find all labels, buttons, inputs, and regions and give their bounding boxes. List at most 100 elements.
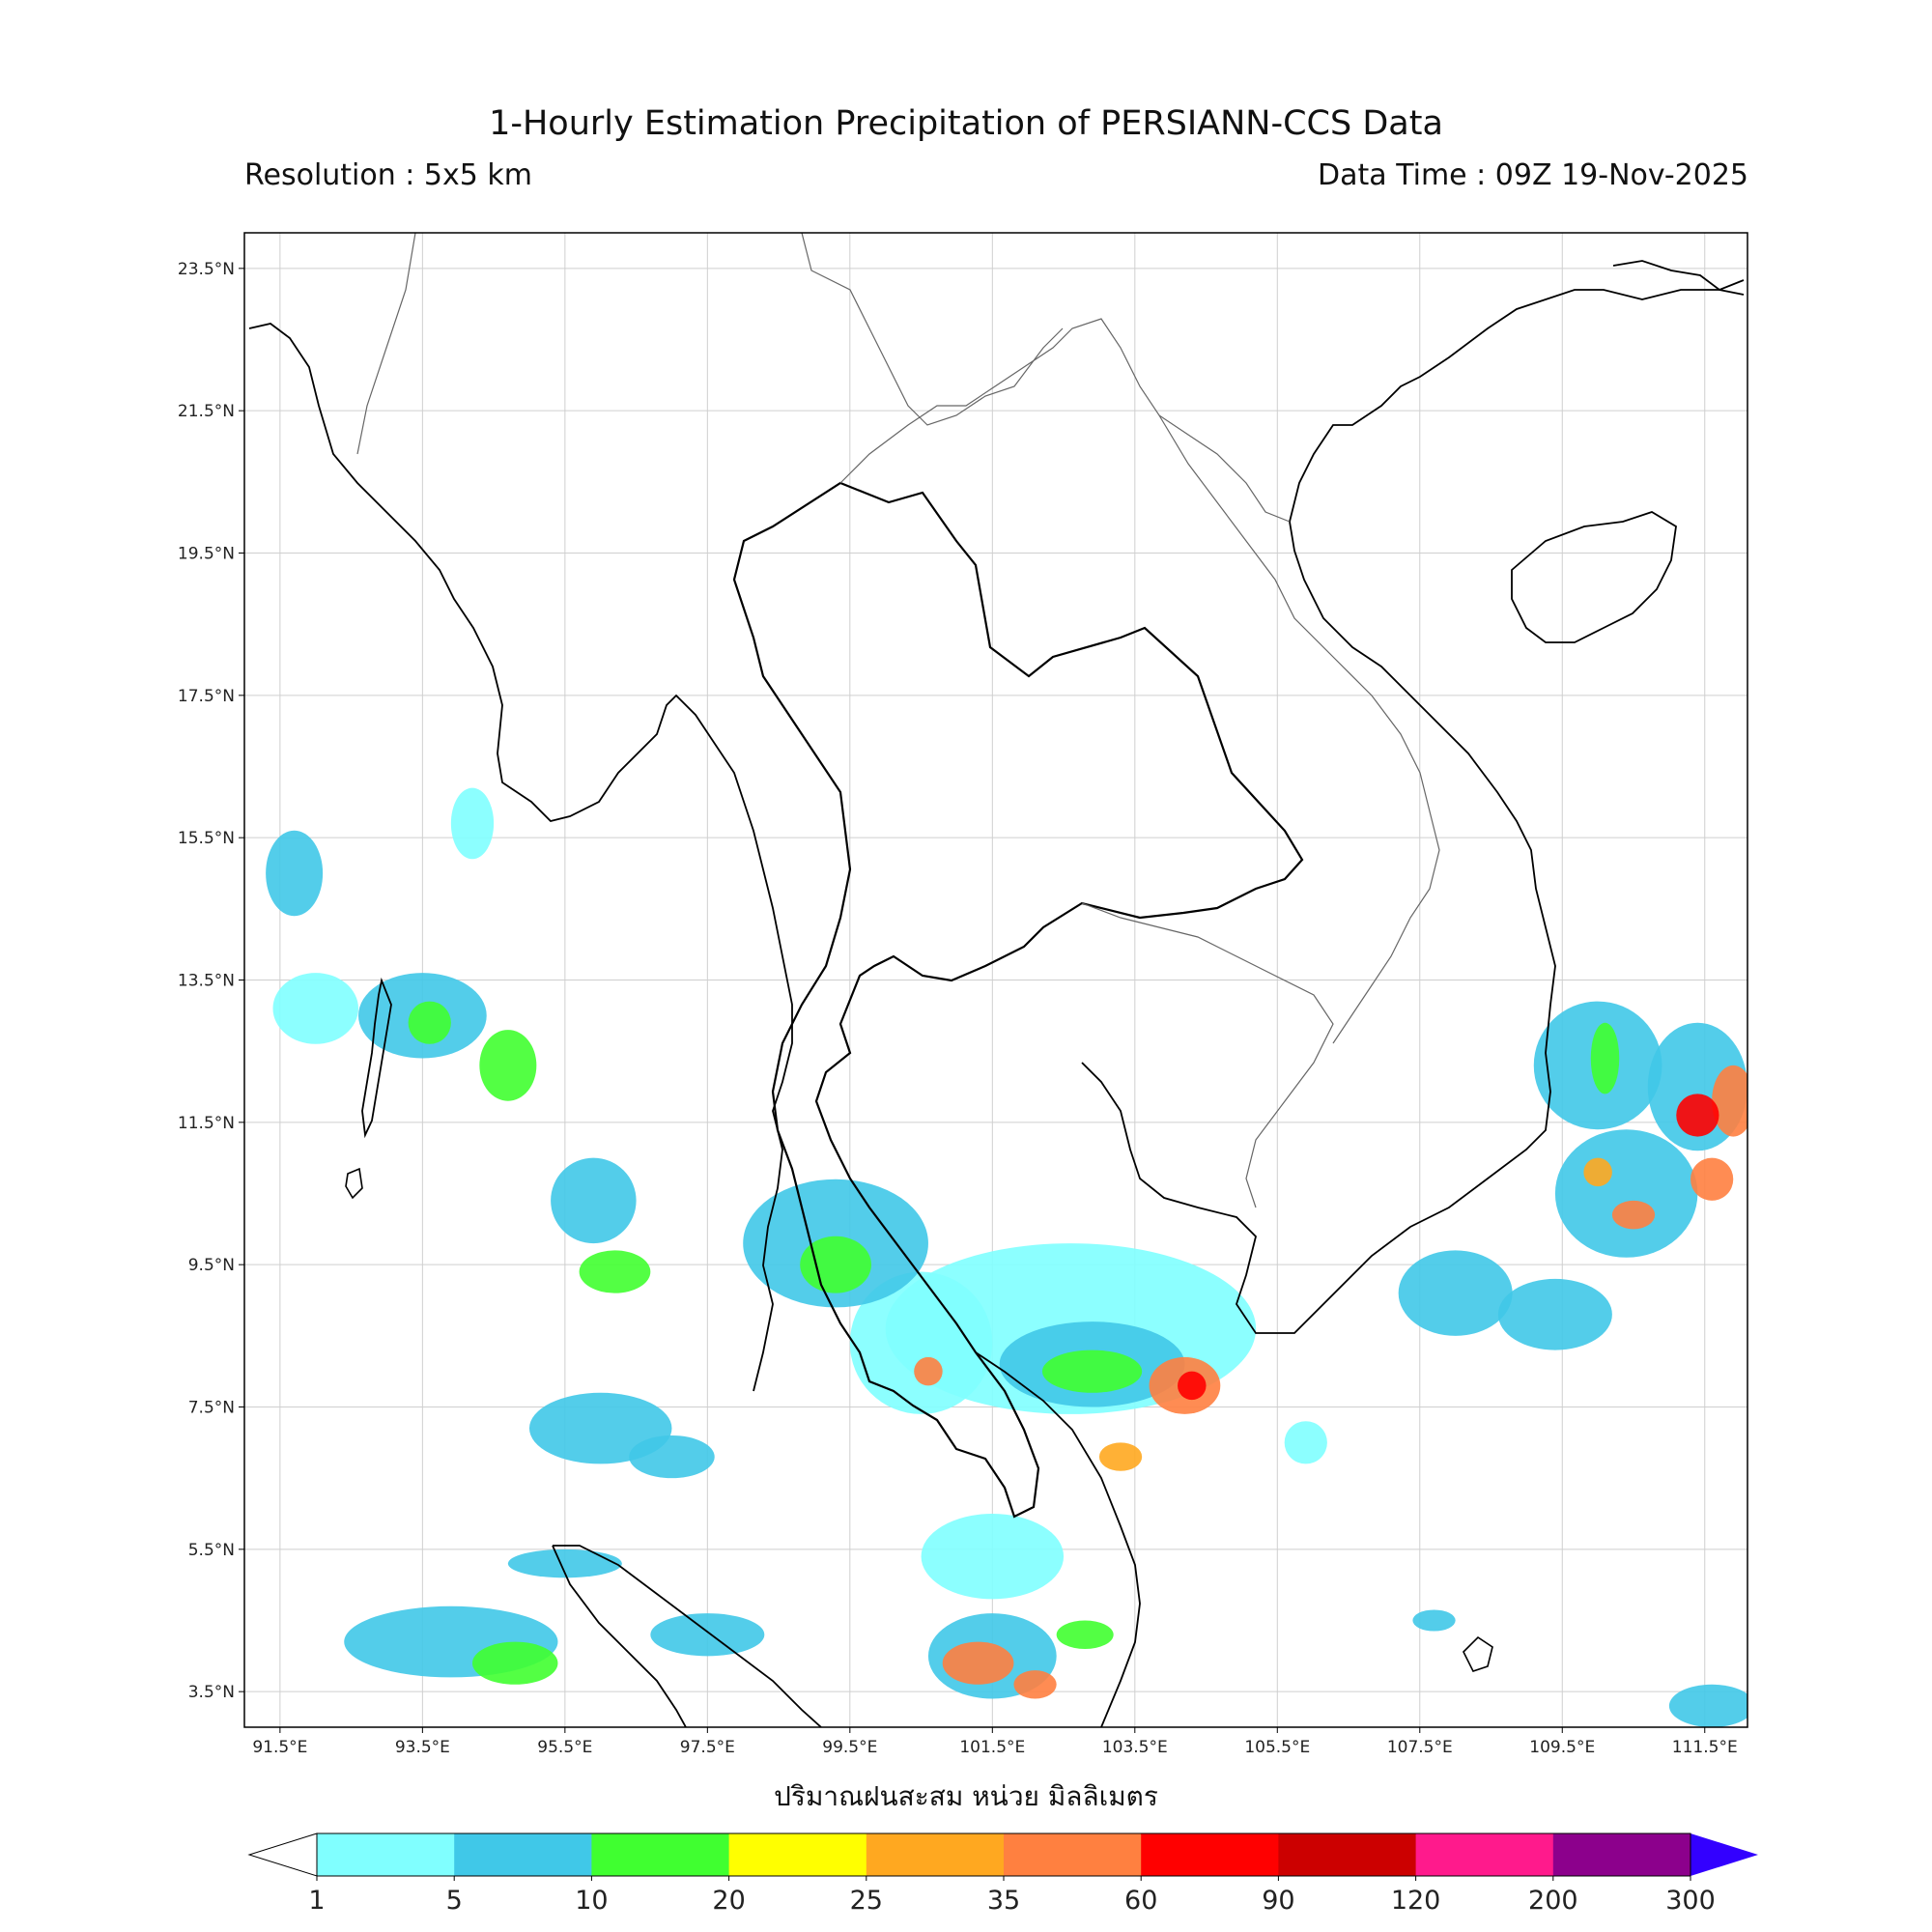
rain-cell bbox=[1412, 1609, 1456, 1632]
y-tick-label: 3.5°N bbox=[188, 1683, 235, 1702]
coastline-layer bbox=[248, 233, 1745, 1727]
rain-cell bbox=[1284, 1421, 1327, 1464]
colorbar-extend-low bbox=[247, 1833, 318, 1877]
rain-cell bbox=[1178, 1371, 1207, 1401]
rain-cell bbox=[1041, 1350, 1143, 1393]
rain-cell bbox=[450, 787, 495, 860]
rain-cell bbox=[1611, 1200, 1656, 1230]
andaman-islands bbox=[361, 977, 392, 1139]
colorbar-label: 200 bbox=[1528, 1886, 1578, 1916]
laos-border bbox=[839, 318, 1291, 523]
rain-cell bbox=[551, 1157, 637, 1244]
colorbar-label: 300 bbox=[1665, 1886, 1716, 1916]
y-tick-label: 23.5°N bbox=[178, 260, 235, 279]
x-tick-label: 105.5°E bbox=[1244, 1738, 1310, 1757]
x-tick-label: 99.5°E bbox=[822, 1738, 877, 1757]
rain-cell bbox=[1013, 1670, 1057, 1699]
y-tick-label: 13.5°N bbox=[178, 972, 235, 991]
y-tick-label: 17.5°N bbox=[178, 687, 235, 706]
hainan-island bbox=[1511, 511, 1677, 643]
rain-cell bbox=[1398, 1250, 1513, 1336]
axis-ticks: 91.5°E 93.5°E 95.5°E 97.5°E 99.5°E 101.5°E 103… bbox=[178, 260, 1738, 1757]
rain-cell bbox=[408, 1001, 451, 1044]
rain-cell bbox=[914, 1356, 943, 1386]
y-tick-label: 9.5°N bbox=[188, 1256, 235, 1275]
rain-cell bbox=[800, 1236, 871, 1293]
myanmar-coast bbox=[248, 323, 793, 1392]
rain-cell bbox=[1554, 1129, 1698, 1258]
y-tick-label: 11.5°N bbox=[178, 1114, 235, 1133]
colorbar-segment bbox=[1552, 1833, 1691, 1876]
colorbar-label: 120 bbox=[1391, 1886, 1441, 1916]
rain-cell bbox=[507, 1548, 622, 1578]
rain-cell bbox=[1098, 1442, 1143, 1471]
colorbar-segment bbox=[454, 1833, 592, 1876]
colorbar-label: 35 bbox=[987, 1886, 1020, 1916]
colorbar-segment bbox=[317, 1833, 455, 1876]
rain-cell bbox=[1676, 1094, 1719, 1137]
x-tick-label: 109.5°E bbox=[1529, 1738, 1595, 1757]
data-time-text: Data Time : 09Z 19-Nov-2025 bbox=[1318, 158, 1748, 192]
rain-cell bbox=[272, 973, 358, 1044]
cambodia-border bbox=[1081, 902, 1334, 1208]
colorbar-segment bbox=[1415, 1833, 1554, 1876]
x-tick-label: 93.5°E bbox=[395, 1738, 450, 1757]
x-tick-label: 91.5°E bbox=[252, 1738, 307, 1757]
rain-cell bbox=[650, 1613, 765, 1657]
myanmar-china-border bbox=[356, 233, 1064, 455]
vietnam-north-coast bbox=[1289, 279, 1745, 523]
x-tick-label: 103.5°E bbox=[1102, 1738, 1168, 1757]
malaysia-coast bbox=[975, 1351, 1141, 1727]
colorbar-segment bbox=[591, 1833, 730, 1876]
colorbar: 1 5 10 20 25 35 60 90 120 200 300 bbox=[247, 1833, 1758, 1916]
rain-cell bbox=[1583, 1157, 1612, 1187]
rain-cell bbox=[579, 1250, 651, 1293]
rain-cell bbox=[266, 830, 324, 917]
rain-cell bbox=[1690, 1157, 1734, 1201]
colorbar-segment bbox=[1278, 1833, 1417, 1876]
rain-cell bbox=[1056, 1620, 1114, 1649]
x-axis-label: ปริมาณฝนสะสม หน่วย มิลลิเมตร bbox=[774, 1780, 1158, 1812]
colorbar-segment bbox=[1004, 1833, 1142, 1876]
laos-vietnam-border bbox=[1158, 414, 1440, 1044]
colorbar-segment bbox=[866, 1833, 1005, 1876]
rain-layer bbox=[266, 787, 1747, 1727]
rain-cell bbox=[921, 1514, 1065, 1600]
colorbar-extend-high bbox=[1690, 1833, 1758, 1876]
rain-cell bbox=[471, 1641, 558, 1685]
chart-title: 1-Hourly Estimation Precipitation of PER… bbox=[489, 104, 1443, 143]
rain-cell bbox=[1668, 1684, 1747, 1727]
colorbar-label: 10 bbox=[575, 1886, 608, 1916]
colorbar-label: 25 bbox=[850, 1886, 883, 1916]
colorbar-segment bbox=[728, 1833, 867, 1876]
thailand-border bbox=[732, 481, 1304, 1519]
x-tick-label: 97.5°E bbox=[680, 1738, 735, 1757]
sumatra-coast bbox=[553, 1545, 822, 1727]
rain-cell bbox=[629, 1435, 715, 1479]
colorbar-segment bbox=[1141, 1833, 1279, 1876]
china-coast bbox=[1612, 260, 1745, 296]
nicobar-island bbox=[345, 1167, 363, 1200]
x-tick-label: 95.5°E bbox=[537, 1738, 592, 1757]
colorbar-label: 1 bbox=[308, 1886, 325, 1916]
y-tick-label: 5.5°N bbox=[188, 1541, 235, 1560]
rain-cell bbox=[479, 1030, 537, 1101]
y-tick-label: 15.5°N bbox=[178, 829, 235, 848]
x-tick-label: 101.5°E bbox=[959, 1738, 1025, 1757]
cambodia-coast bbox=[1081, 521, 1556, 1334]
x-tick-label: 111.5°E bbox=[1672, 1738, 1738, 1757]
resolution-text: Resolution : 5x5 km bbox=[244, 158, 532, 192]
rain-cell bbox=[1712, 1065, 1747, 1137]
colorbar-label: 90 bbox=[1262, 1886, 1294, 1916]
rain-cell bbox=[942, 1641, 1014, 1685]
colorbar-label: 60 bbox=[1124, 1886, 1157, 1916]
colorbar-label: 5 bbox=[446, 1886, 463, 1916]
rain-cell bbox=[1590, 1022, 1620, 1094]
rain-cell bbox=[1497, 1278, 1612, 1350]
colorbar-label: 20 bbox=[712, 1886, 745, 1916]
borneo-fragment bbox=[1463, 1635, 1493, 1672]
y-tick-label: 21.5°N bbox=[178, 402, 235, 421]
y-tick-label: 7.5°N bbox=[188, 1399, 235, 1418]
sumatra-coast-west bbox=[552, 1545, 687, 1727]
